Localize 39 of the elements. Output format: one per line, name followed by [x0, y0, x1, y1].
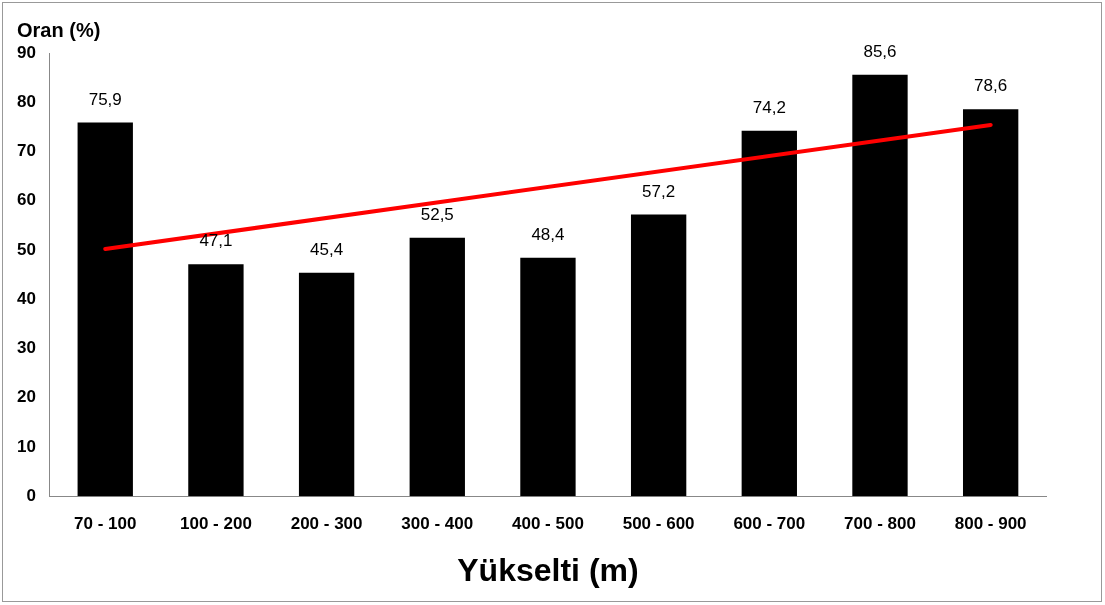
- bar: [520, 257, 576, 497]
- y-tick-label: 80: [16, 91, 36, 111]
- y-tick-label: 50: [16, 239, 36, 259]
- data-label: 74,2: [752, 97, 786, 117]
- bar: [298, 272, 355, 497]
- x-tick-label: 400 - 500: [512, 514, 584, 534]
- data-label: 48,4: [531, 225, 565, 245]
- data-label: 45,4: [310, 239, 344, 259]
- x-tick-label: 800 - 900: [954, 514, 1027, 534]
- y-tick-label: 90: [16, 42, 36, 62]
- data-label: 47,1: [199, 231, 233, 251]
- y-tick-label: 0: [26, 485, 36, 505]
- x-tick-label: 500 - 600: [622, 514, 695, 534]
- bar: [188, 264, 244, 497]
- data-label: 85,6: [863, 41, 897, 61]
- y-tick-label: 30: [16, 338, 36, 358]
- y-axis-title: Oran (%): [17, 18, 101, 41]
- x-tick-label: 600 - 700: [733, 514, 806, 534]
- x-tick-label: 70 - 100: [74, 514, 137, 534]
- x-axis-title: Yükselti (m): [457, 551, 639, 588]
- y-tick-label: 70: [16, 141, 36, 161]
- y-tick-label: 60: [16, 190, 36, 210]
- bar: [630, 214, 687, 497]
- x-tick-label: 300 - 400: [401, 514, 474, 534]
- y-tick-label: 20: [16, 387, 36, 407]
- y-tick-label: 40: [16, 288, 36, 308]
- y-tick-label: 10: [16, 436, 36, 456]
- data-label: 52,5: [420, 204, 454, 224]
- bar: [741, 130, 797, 497]
- x-tick-label: 100 - 200: [180, 514, 252, 534]
- x-tick-label: 700 - 800: [844, 514, 916, 534]
- bar: [852, 74, 908, 497]
- data-label: 75,9: [88, 89, 122, 109]
- data-label: 57,2: [642, 181, 676, 201]
- bar: [409, 237, 465, 497]
- bar: [77, 122, 133, 497]
- x-tick-label: 200 - 300: [290, 514, 363, 534]
- bar: [962, 109, 1019, 497]
- data-label: 78,6: [974, 76, 1008, 96]
